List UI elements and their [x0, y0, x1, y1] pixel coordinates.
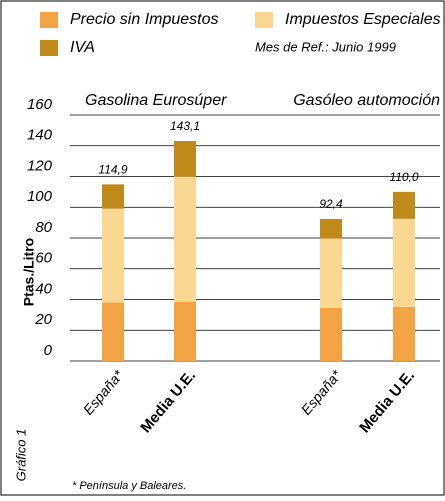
bar-segment [320, 238, 342, 308]
bar-segment [102, 302, 124, 361]
legend-label: Precio sin Impuestos [70, 11, 219, 28]
bar-segment [393, 306, 415, 361]
y-tick-label: 40 [35, 280, 52, 297]
y-tick-label: 60 [35, 250, 52, 267]
bar-segment [320, 218, 342, 239]
total-label: 92,4 [319, 197, 343, 211]
bar-segment [393, 218, 415, 307]
legend-label: IVA [70, 39, 95, 56]
y-tick-label: 120 [27, 157, 53, 174]
group-label: Gasolina Eurosúper [85, 92, 227, 109]
y-tick-label: 160 [27, 96, 53, 113]
figure-label: Gráfico 1 [13, 429, 28, 482]
y-tick-label: 80 [35, 219, 52, 236]
total-label: 114,9 [98, 163, 127, 177]
y-axis-label: Ptas./Litro [21, 238, 37, 306]
y-tick-label: 100 [27, 188, 53, 205]
y-tick-label: 140 [27, 127, 53, 144]
bar-segment [174, 140, 196, 177]
total-label: 143,1 [170, 119, 200, 133]
bar-segment [174, 301, 196, 361]
y-tick-label: 20 [34, 311, 52, 328]
group-label: Gasóleo automoción [293, 92, 440, 109]
bar-segment [320, 307, 342, 361]
y-tick-label: 0 [44, 342, 53, 359]
bar-segment [102, 184, 124, 209]
legend-swatch [40, 12, 58, 28]
bar-segment [174, 176, 196, 302]
legend-note: Mes de Ref.: Junio 1999 [255, 39, 396, 54]
bar-segment [393, 191, 415, 219]
legend-swatch [255, 12, 273, 28]
total-label: 110,0 [389, 170, 418, 184]
legend-label: Impuestos Especiales [285, 11, 441, 28]
bar-segment [102, 208, 124, 303]
legend-swatch [40, 40, 58, 56]
footnote: * Península y Baleares. [72, 480, 186, 492]
